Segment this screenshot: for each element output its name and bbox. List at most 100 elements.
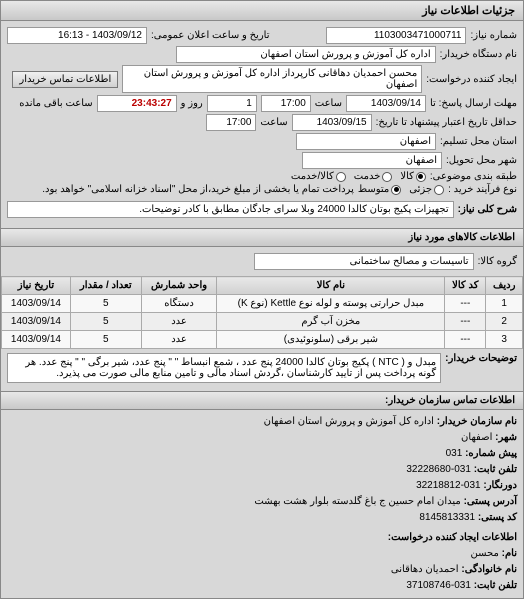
buyer-desc-label: توضیحات خریدار: bbox=[445, 353, 517, 364]
c-org: اداره کل آموزش و پرورش استان اصفهان bbox=[264, 416, 434, 427]
table-cell: 1403/09/14 bbox=[2, 313, 71, 331]
radio-kala-khadamat[interactable]: کالا/خدمت bbox=[291, 171, 346, 182]
c-family: احمدیان دهاقانی bbox=[391, 564, 459, 575]
deadline-date-field: 1403/09/14 bbox=[346, 95, 426, 112]
requester-field: محسن احمدیان دهاقانی کارپرداز اداره کل آ… bbox=[122, 65, 422, 93]
days-unit: روز و bbox=[181, 98, 203, 109]
radio-mid-label: متوسط bbox=[358, 184, 389, 195]
table-cell: دستگاه bbox=[141, 295, 217, 313]
table-cell: 1403/09/14 bbox=[2, 331, 71, 349]
radio-dot-icon bbox=[434, 185, 444, 195]
c-prefix: 031 bbox=[446, 448, 463, 459]
items-header: اطلاعات کالاهای مورد نیاز bbox=[1, 228, 523, 247]
table-header: نام کالا bbox=[217, 277, 445, 295]
radio-dot-icon bbox=[416, 172, 426, 182]
grade-radio-group: کالا خدمت کالا/خدمت bbox=[291, 171, 426, 182]
contact-section: نام سازمان خریدار: اداره کل آموزش و پرور… bbox=[1, 410, 523, 598]
c-org-label: نام سازمان خریدار: bbox=[437, 416, 517, 427]
need-title-field: تجهیزات پکیج بوتان کالدا 24000 وبلا سرای… bbox=[7, 201, 454, 218]
table-cell: 1 bbox=[486, 295, 523, 313]
table-row: 2---مخزن آب گرمعدد51403/09/14 bbox=[2, 313, 523, 331]
c-phone-label: تلفن ثابت: bbox=[474, 464, 517, 475]
table-header: ردیف bbox=[486, 277, 523, 295]
city-field: اصفهان bbox=[302, 152, 442, 169]
table-header: کد کالا bbox=[445, 277, 486, 295]
process-radio-group: جزئی متوسط bbox=[358, 184, 444, 195]
table-row: 3---شیر برقی (سلونوئیدی)عدد51403/09/14 bbox=[2, 331, 523, 349]
contact-header: اطلاعات تماس سازمان خریدار: bbox=[1, 391, 523, 410]
buyer-desc-field: مبدل و ( NTC ) پکیج بوتان کالدا 24000 پن… bbox=[7, 353, 441, 383]
radio-mid[interactable]: متوسط bbox=[358, 184, 401, 195]
table-cell: 3 bbox=[486, 331, 523, 349]
header-form: شماره نیاز: 1103003471000711 تاریخ و ساع… bbox=[1, 21, 523, 224]
table-cell: مخزن آب گرم bbox=[217, 313, 445, 331]
province-label: استان محل تسلیم: bbox=[440, 136, 517, 147]
c-city-label: شهر: bbox=[495, 432, 517, 443]
table-cell: 5 bbox=[70, 295, 141, 313]
need-title-label: شرح کلی نیاز: bbox=[458, 204, 517, 215]
deadline-time-field: 17:00 bbox=[261, 95, 311, 112]
radio-khadamat-label: خدمت bbox=[354, 171, 381, 182]
radio-kala-khadamat-label: کالا/خدمت bbox=[291, 171, 334, 182]
panel-title: جزئیات اطلاعات نیاز bbox=[1, 1, 523, 21]
radio-dot-icon bbox=[382, 172, 392, 182]
requester-label: ایجاد کننده درخواست: bbox=[426, 74, 517, 85]
deadline-label: مهلت ارسال پاسخ: تا bbox=[430, 98, 517, 109]
table-cell: --- bbox=[445, 331, 486, 349]
contact-button[interactable]: اطلاعات تماس خریدار bbox=[12, 71, 118, 88]
radio-kala[interactable]: کالا bbox=[400, 171, 426, 182]
details-panel: جزئیات اطلاعات نیاز شماره نیاز: 11030034… bbox=[0, 0, 524, 599]
validity-label: حداقل تاریخ اعتبار پیشنهاد تا تاریخ: bbox=[376, 117, 517, 128]
radio-low[interactable]: جزئی bbox=[409, 184, 444, 195]
radio-khadamat[interactable]: خدمت bbox=[354, 171, 393, 182]
c-phone: 031-32228680 bbox=[406, 464, 471, 475]
validity-time-field: 17:00 bbox=[206, 114, 256, 131]
buyer-org-field: اداره کل آموزش و پرورش استان اصفهان bbox=[176, 46, 436, 63]
buyer-org-label: نام دستگاه خریدار: bbox=[440, 49, 517, 60]
radio-low-label: جزئی bbox=[409, 184, 432, 195]
radio-kala-label: کالا bbox=[400, 171, 414, 182]
creator-header: اطلاعات ایجاد کننده درخواست: bbox=[7, 530, 517, 546]
group-label: گروه کالا: bbox=[478, 256, 517, 267]
table-cell: مبدل حرارتی پوسته و لوله نوع Kettle (نوع… bbox=[217, 295, 445, 313]
province-field: اصفهان bbox=[296, 133, 436, 150]
city-label: شهر محل تحویل: bbox=[446, 155, 517, 166]
c-name-label: نام: bbox=[502, 548, 517, 559]
table-row: 1---مبدل حرارتی پوسته و لوله نوع Kettle … bbox=[2, 295, 523, 313]
items-table: ردیفکد کالانام کالاواحد شمارشتعداد / مقد… bbox=[1, 276, 523, 349]
c-zip: 8145813331 bbox=[419, 512, 475, 523]
remain-unit: ساعت باقی مانده bbox=[19, 98, 92, 109]
grade-label: طبقه بندی موضوعی: bbox=[430, 171, 517, 182]
table-cell: 2 bbox=[486, 313, 523, 331]
request-no-label: شماره نیاز: bbox=[470, 30, 517, 41]
table-header: تاریخ نیاز bbox=[2, 277, 71, 295]
table-cell: 5 bbox=[70, 313, 141, 331]
table-header: واحد شمارش bbox=[141, 277, 217, 295]
c-zip-label: کد پستی: bbox=[478, 512, 517, 523]
c-city: اصفهان bbox=[461, 432, 492, 443]
time-label-2: ساعت bbox=[260, 117, 287, 128]
request-no-field: 1103003471000711 bbox=[326, 27, 466, 44]
radio-dot-icon bbox=[336, 172, 346, 182]
c-family-label: نام خانوادگی: bbox=[461, 564, 517, 575]
validity-date-field: 1403/09/15 bbox=[292, 114, 372, 131]
c-tel-label: تلفن ثابت: bbox=[474, 580, 517, 591]
days-left-field: 1 bbox=[207, 95, 257, 112]
table-cell: 1403/09/14 bbox=[2, 295, 71, 313]
table-cell: --- bbox=[445, 313, 486, 331]
table-cell: شیر برقی (سلونوئیدی) bbox=[217, 331, 445, 349]
c-prefix-label: پیش شماره: bbox=[465, 448, 517, 459]
process-note: پرداخت تمام یا بخشی از مبلغ خرید،از محل … bbox=[42, 184, 354, 195]
time-label-1: ساعت bbox=[315, 98, 342, 109]
c-fax: 031-32218812 bbox=[416, 480, 481, 491]
process-label: نوع فرآیند خرید : bbox=[448, 184, 517, 195]
table-cell: 5 bbox=[70, 331, 141, 349]
c-addr: میدان امام حسین ج باغ گلدسته بلوار هشت ب… bbox=[254, 496, 460, 507]
group-field: تاسیسات و مصالح ساختمانی bbox=[254, 253, 474, 270]
announce-field: 1403/09/12 - 16:13 bbox=[7, 27, 147, 44]
countdown-field: 23:43:27 bbox=[97, 95, 177, 112]
table-header: تعداد / مقدار bbox=[70, 277, 141, 295]
c-tel: 031-37108746 bbox=[406, 580, 471, 591]
c-name: محسن bbox=[471, 548, 499, 559]
c-fax-label: دورنگار: bbox=[483, 480, 517, 491]
